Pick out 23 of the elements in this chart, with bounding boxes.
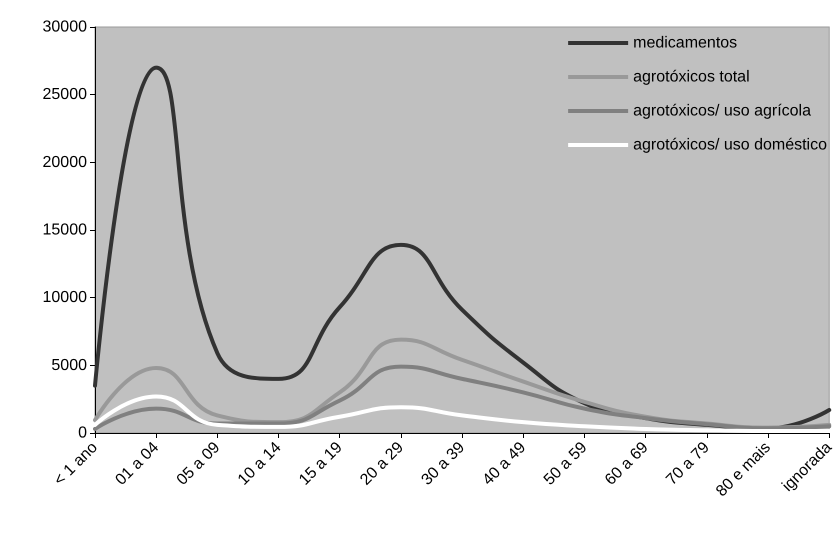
x-tick-label: 30 a 39 xyxy=(418,438,468,489)
y-tick-label: 15000 xyxy=(42,222,88,238)
x-tick-label: 15 a 19 xyxy=(296,438,346,489)
x-tick-label: 20 a 29 xyxy=(357,438,408,489)
x-tick-label: 05 a 09 xyxy=(174,438,224,489)
x-tick-label: < 1 ano xyxy=(50,438,102,490)
x-tick-label: 40 a 49 xyxy=(480,438,530,489)
x-tick-label: 60 a 69 xyxy=(602,438,652,489)
y-tick-label: 20000 xyxy=(42,154,88,171)
y-tick-label: 5000 xyxy=(51,356,88,374)
legend-label: agrotóxicos total xyxy=(633,68,750,86)
x-tick-label: 01 a 04 xyxy=(112,438,162,489)
legend-label: medicamentos xyxy=(633,34,738,52)
x-tick-label: 70 a 79 xyxy=(663,438,713,489)
line-series xyxy=(93,364,832,431)
legend-label: agrotóxicos/ uso doméstico xyxy=(633,136,828,154)
legend-label: agrotóxicos/ uso agrícola xyxy=(633,102,812,120)
y-tick-label: 30000 xyxy=(42,18,88,36)
x-tick-label: 10 a 14 xyxy=(234,438,285,489)
y-tick-label: 25000 xyxy=(42,86,88,104)
y-tick-label: 10000 xyxy=(42,289,88,306)
y-tick-label: 0 xyxy=(78,424,88,442)
x-tick-label: 50 a 59 xyxy=(540,438,591,489)
